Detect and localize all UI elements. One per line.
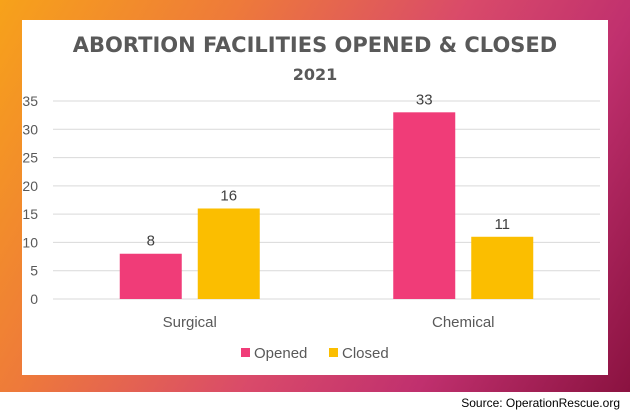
y-tick-label: 5 bbox=[30, 263, 38, 279]
legend: Opened Closed bbox=[241, 345, 389, 362]
bar bbox=[471, 236, 534, 299]
source-credit: Source: OperationRescue.org bbox=[461, 396, 620, 410]
data-label: 8 bbox=[147, 233, 155, 250]
y-tick-label: 10 bbox=[22, 234, 38, 250]
y-tick-label: 35 bbox=[22, 93, 38, 109]
y-tick-label: 25 bbox=[22, 150, 38, 166]
bars: 8 16 33 11 bbox=[119, 91, 534, 299]
y-tick-label: 30 bbox=[22, 121, 38, 137]
y-tick-label: 20 bbox=[22, 178, 38, 194]
legend-swatch bbox=[241, 348, 250, 357]
y-tick-label: 0 bbox=[30, 291, 38, 307]
bar-chart: ABORTION FACILITIES OPENED & CLOSED 2021… bbox=[22, 33, 600, 362]
bar bbox=[197, 208, 260, 299]
data-label: 16 bbox=[220, 187, 237, 204]
gridlines bbox=[53, 100, 600, 300]
chart-subtitle: 2021 bbox=[293, 65, 338, 84]
chart-title: ABORTION FACILITIES OPENED & CLOSED bbox=[73, 33, 557, 57]
data-label: 11 bbox=[494, 216, 510, 233]
legend-swatch bbox=[329, 348, 338, 357]
y-tick-label: 15 bbox=[22, 206, 38, 222]
legend-label: Opened bbox=[254, 345, 307, 362]
y-axis: 0 5 10 15 20 25 30 35 bbox=[22, 93, 38, 307]
legend-label: Closed bbox=[342, 345, 389, 362]
x-tick-label: Chemical bbox=[432, 314, 495, 331]
bar bbox=[119, 253, 182, 299]
data-label: 33 bbox=[416, 91, 433, 108]
chart-panel bbox=[22, 20, 608, 375]
x-tick-label: Surgical bbox=[163, 314, 217, 331]
bar bbox=[393, 112, 456, 299]
x-axis: Surgical Chemical bbox=[163, 314, 495, 331]
